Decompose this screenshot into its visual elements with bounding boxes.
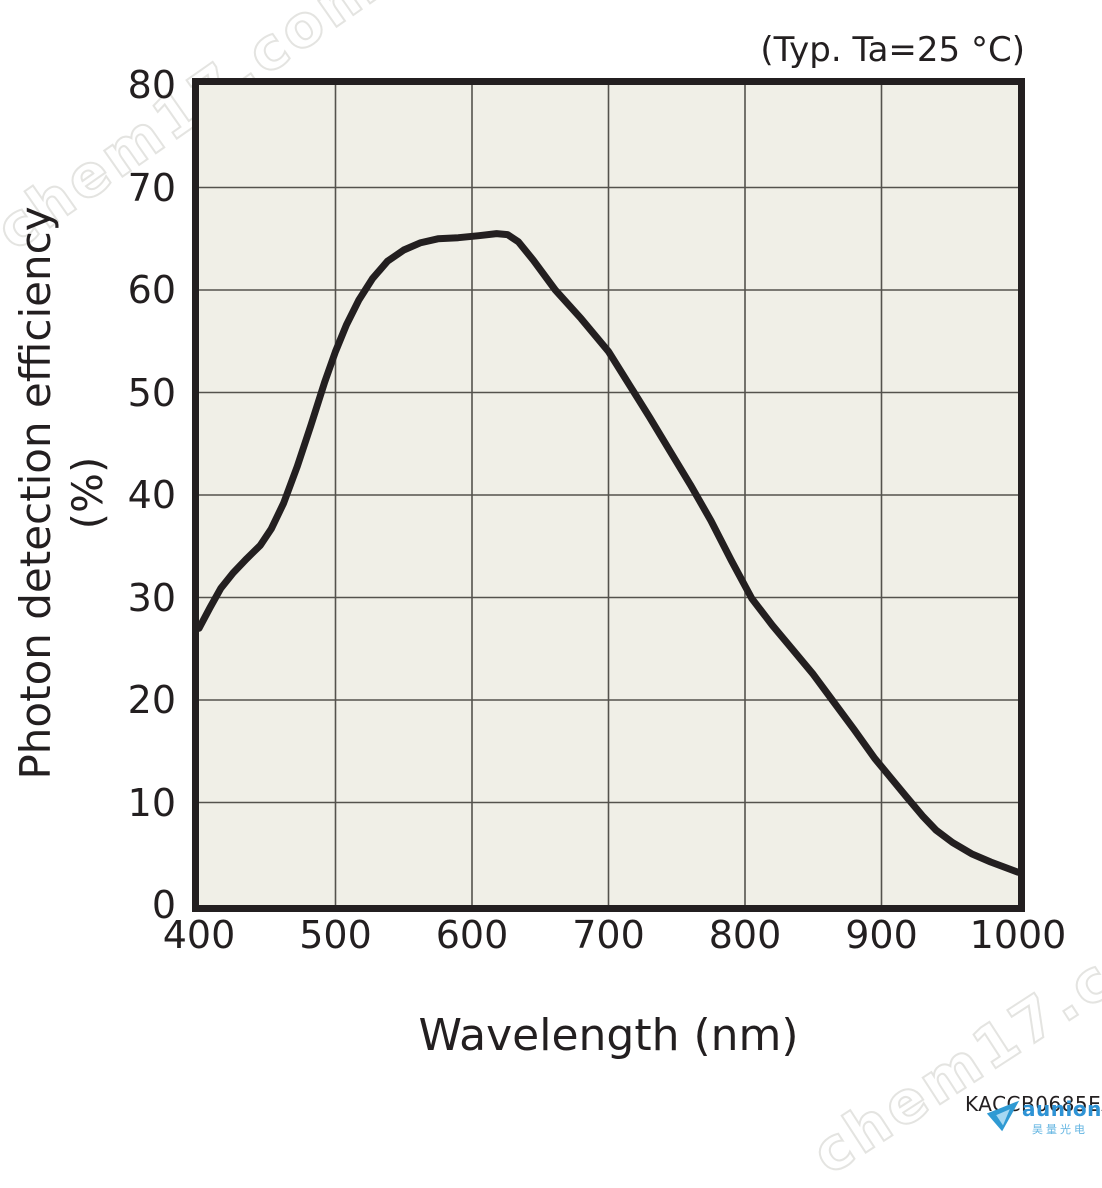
plot-area bbox=[192, 78, 1025, 912]
logo-brand-subtitle: 昊量光电 bbox=[1032, 1123, 1088, 1136]
y-tick-label: 50 bbox=[127, 370, 176, 415]
x-tick-label: 600 bbox=[435, 913, 509, 957]
x-tick-label: 900 bbox=[845, 913, 918, 957]
y-tick-label: 80 bbox=[127, 63, 176, 107]
x-tick-label: 700 bbox=[572, 913, 645, 957]
x-tick-label: 800 bbox=[708, 913, 782, 957]
chart-svg bbox=[199, 85, 1018, 905]
pde-curve bbox=[199, 230, 1018, 876]
y-tick-label: 10 bbox=[127, 780, 176, 825]
y-tick-label: 0 bbox=[151, 883, 176, 927]
y-tick-label: 30 bbox=[127, 575, 176, 620]
y-tick-label: 40 bbox=[127, 473, 176, 517]
condition-annotation: (Typ. Ta=25 °C) bbox=[760, 30, 1025, 70]
drawing-number: KACCB0685EA bbox=[965, 1092, 1102, 1116]
y-tick-label: 70 bbox=[127, 165, 176, 210]
y-tick-label: 20 bbox=[127, 678, 176, 722]
vendor-logo: aunion 昊量光电 bbox=[986, 1097, 1102, 1140]
x-axis-title: Wavelength (nm) bbox=[418, 1010, 799, 1061]
x-tick-label: 1000 bbox=[969, 913, 1067, 957]
logo-brand-text: aunion bbox=[1022, 1097, 1102, 1121]
logo-triangle-icon bbox=[986, 1100, 1020, 1132]
x-tick-label: 500 bbox=[299, 913, 372, 957]
x-axis-tick-labels: 400 500 600 700 800 900 1000 bbox=[163, 913, 1067, 964]
y-axis-tick-labels: 0 10 20 30 40 50 60 70 80 bbox=[0, 66, 176, 924]
x-tick-label: 400 bbox=[162, 913, 236, 957]
y-tick-label: 60 bbox=[127, 268, 176, 312]
